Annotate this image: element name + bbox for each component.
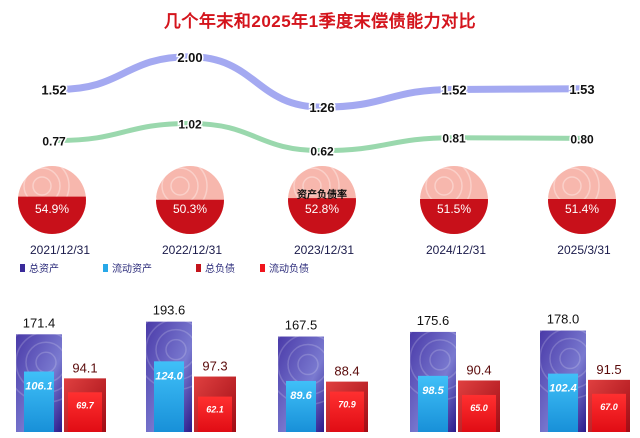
bar-current-liabilities-4 <box>592 393 626 432</box>
legend-label-3: 流动负债 <box>269 262 309 275</box>
pie-fill-0 <box>17 196 86 234</box>
legend-swatch-1 <box>103 264 108 272</box>
debt-ratio-pies: 54.9% 50.3% 52.8%资产负债率 51.5% 51.4% <box>14 158 616 235</box>
label-current-assets-1: 124.0 <box>155 370 183 382</box>
label-total-assets-3: 175.6 <box>417 313 450 328</box>
ratio-label-1-0: 0.77 <box>42 134 66 148</box>
label-current-assets-0: 106.1 <box>25 381 53 393</box>
label-total-assets-1: 193.6 <box>153 303 186 318</box>
bar-current-assets-3 <box>418 375 448 432</box>
pie-ring-4-1 <box>562 176 582 196</box>
ratio-label-0-1: 2.00 <box>177 50 202 65</box>
bar-group-2: 167.5 89.6 88.4 70.9 <box>267 318 368 432</box>
label-total-liabilities-3: 90.4 <box>466 362 491 377</box>
pie-center-label: 资产负债率 <box>297 188 347 201</box>
bar-ring-2-1 <box>297 353 319 376</box>
bar-current-assets-0 <box>24 371 54 432</box>
category-label-3: 2024/12/31 <box>426 243 486 257</box>
pie-1: 50.3% <box>152 158 225 235</box>
pie-value-4: 51.4% <box>565 202 599 216</box>
label-current-liabilities-4: 67.0 <box>600 402 618 412</box>
category-label-2: 2023/12/31 <box>294 243 354 257</box>
pie-value-2: 52.8% <box>305 202 339 216</box>
label-current-assets-4: 102.4 <box>549 383 577 395</box>
ratio-label-0-2: 1.26 <box>309 100 334 115</box>
pie-fill-2 <box>288 198 357 235</box>
label-total-assets-4: 178.0 <box>547 312 580 327</box>
legend-label-2: 总负债 <box>205 262 235 275</box>
pie-3: 51.5% <box>416 158 488 234</box>
bar-group-1: 193.6 124.0 97.3 62.1 <box>135 303 236 432</box>
title-fade <box>0 2 235 62</box>
legend-label-1: 流动资产 <box>112 262 152 275</box>
ratio-label-1-2: 0.62 <box>310 145 334 159</box>
ratio-line-0 <box>54 53 586 111</box>
label-total-liabilities-1: 97.3 <box>202 359 227 374</box>
pie-ring-3-1 <box>434 176 454 196</box>
bar-current-liabilities-2 <box>330 391 364 432</box>
chart-title: 几个年末和2025年1季度末偿债能力对比 <box>163 11 477 31</box>
bar-group-0: 171.4 106.1 94.1 69.7 <box>5 315 106 432</box>
category-label-0: 2021/12/31 <box>30 243 90 257</box>
bar-current-assets-1 <box>154 361 184 432</box>
label-current-liabilities-2: 70.9 <box>338 400 356 410</box>
bar-group-4: 178.0 102.4 91.5 67.0 <box>529 312 630 432</box>
label-current-liabilities-3: 65.0 <box>470 403 488 413</box>
bar-ring-4-1 <box>559 347 581 370</box>
label-total-assets-2: 167.5 <box>285 318 318 333</box>
pie-ring-1-1 <box>170 176 190 196</box>
legend-swatch-2 <box>196 264 201 272</box>
legend-swatch-0 <box>20 264 25 272</box>
label-total-liabilities-4: 91.5 <box>596 362 621 377</box>
bar-groups: 171.4 106.1 94.1 69.7 193.6 124.0 97.3 62.1 167.… <box>5 303 630 432</box>
ratio-line-1 <box>55 120 585 154</box>
bar-current-liabilities-1 <box>198 396 232 432</box>
category-labels: 2021/12/31 2022/12/31 2023/12/31 2024/12/31… <box>30 243 611 257</box>
bar-current-assets-4 <box>548 373 578 432</box>
pie-fill-1 <box>156 199 225 235</box>
bar-current-assets-2 <box>286 380 316 432</box>
label-current-assets-2: 89.6 <box>290 390 312 402</box>
legend-swatch-3 <box>260 264 265 272</box>
label-current-liabilities-0: 69.7 <box>76 400 95 410</box>
label-total-liabilities-2: 88.4 <box>334 364 359 379</box>
pie-value-1: 50.3% <box>173 202 207 216</box>
bar-ring-3-1 <box>429 349 451 371</box>
ratio-label-1-4: 0.80 <box>570 132 594 146</box>
ratio-label-0-3: 1.52 <box>441 82 466 97</box>
pie-value-3: 51.5% <box>437 202 471 216</box>
ratio-lines: 1.52 2.00 1.26 1.52 1.53 0.77 1.02 0.62 0.81 0.80 <box>40 48 596 160</box>
label-total-assets-0: 171.4 <box>23 315 56 330</box>
bar-current-liabilities-0 <box>68 392 102 432</box>
bar-group-3: 175.6 98.5 90.4 65.0 <box>399 313 500 432</box>
legend-label-0: 总资产 <box>29 262 59 275</box>
pie-0: 54.9% <box>14 158 86 234</box>
ratio-label-0-0: 1.52 <box>41 82 66 97</box>
ratio-label-0-4: 1.53 <box>569 82 594 97</box>
label-current-liabilities-1: 62.1 <box>206 405 224 415</box>
pie-4: 51.4% <box>544 158 616 234</box>
bar-ring-1-1 <box>165 338 187 361</box>
label-current-assets-3: 98.5 <box>422 385 444 397</box>
legend: 总资产 流动资产 总负债 流动负债 <box>20 262 309 275</box>
category-label-4: 2025/3/31 <box>557 243 611 257</box>
ratio-label-1-1: 1.02 <box>178 117 202 131</box>
pie-ring-0-1 <box>32 176 52 196</box>
pie-ring-2-1 <box>302 176 322 196</box>
bar-current-liabilities-3 <box>462 394 496 432</box>
ratio-label-1-3: 0.81 <box>442 132 466 146</box>
pie-2: 52.8%资产负债率 <box>284 158 357 235</box>
label-total-liabilities-0: 94.1 <box>72 360 97 375</box>
pie-fill-4 <box>547 199 616 234</box>
category-label-1: 2022/12/31 <box>162 243 222 257</box>
pie-fill-3 <box>420 198 488 234</box>
pie-value-0: 54.9% <box>35 202 69 216</box>
